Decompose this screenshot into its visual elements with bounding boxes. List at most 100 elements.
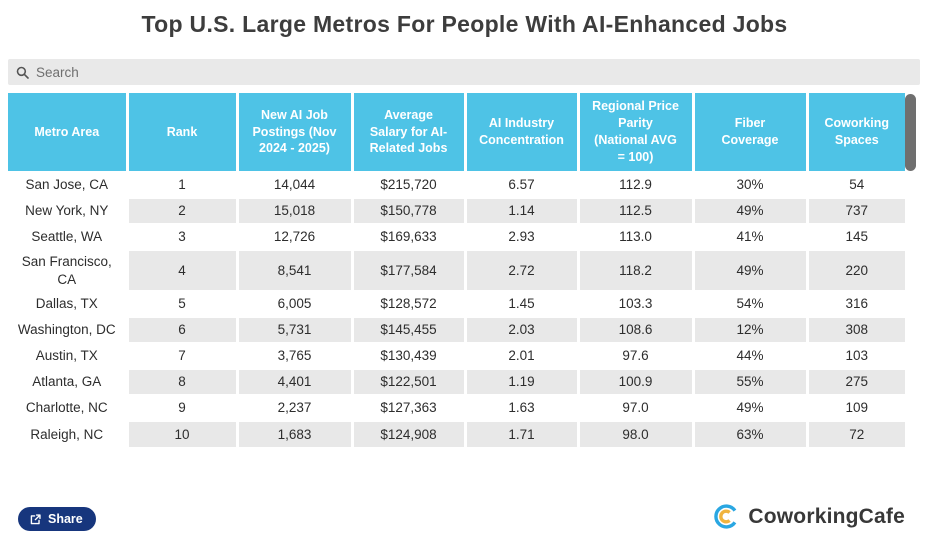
table-cell: 1,683 [235, 420, 352, 448]
table-cell: $122,501 [350, 368, 465, 396]
table-row: San Francisco, CA 4 8,541 $177,584 2.72 118.2… [8, 248, 905, 292]
table-cell: 1.45 [463, 290, 578, 318]
table-cell: 4,401 [235, 368, 352, 396]
table-cell: 2,237 [235, 394, 352, 422]
table-row: Charlotte, NC 9 2,237 $127,363 1.63 97.0 49% 10… [8, 394, 905, 422]
table-cell: 3,765 [235, 342, 352, 370]
table-header: Metro Area Rank New AI Job Postings (Nov 2… [8, 93, 905, 172]
table-cell: 12,726 [235, 223, 352, 250]
brand-logo[interactable]: CoworkingCafe [713, 503, 905, 530]
page: Top U.S. Large Metros For People With AI… [0, 0, 929, 531]
page-title: Top U.S. Large Metros For People With AI… [141, 11, 788, 37]
table-cell: 145 [805, 223, 905, 250]
table-cell: $177,584 [350, 248, 465, 292]
table-body: San Jose, CA 1 14,044 $215,720 6.57 112.9 30% 5… [8, 171, 905, 448]
metro-area-cell: Dallas, TX [8, 290, 127, 318]
table-cell: 54% [691, 290, 807, 318]
metro-area-cell: Atlanta, GA [8, 368, 127, 396]
table-cell: 12% [691, 316, 807, 344]
search-bar [8, 59, 920, 85]
table-cell: 9 [125, 394, 237, 422]
table-cell: 8,541 [235, 248, 352, 292]
table-cell: 7 [125, 342, 237, 370]
table-cell: 8 [125, 368, 237, 396]
table-cell: 2.93 [463, 223, 578, 250]
search-icon [16, 66, 29, 79]
table-row: Washington, DC 6 5,731 $145,455 2.03 108.6 12%… [8, 316, 905, 344]
metro-area-cell: Austin, TX [8, 342, 127, 370]
metro-area-cell: Washington, DC [8, 316, 127, 344]
table-cell: $145,455 [350, 316, 465, 344]
column-header[interactable]: Rank [125, 93, 237, 172]
table-cell: 2.03 [463, 316, 578, 344]
table-cell: 5 [125, 290, 237, 318]
column-header[interactable]: Coworking Spaces [805, 93, 905, 172]
table-cell: 98.0 [576, 420, 693, 448]
table-cell: 6,005 [235, 290, 352, 318]
table-cell: $169,633 [350, 223, 465, 250]
table-cell: 41% [691, 223, 807, 250]
brand-name: CoworkingCafe [748, 504, 905, 528]
metro-area-cell: Raleigh, NC [8, 420, 127, 448]
table-cell: 103 [805, 342, 905, 370]
table-cell: 49% [691, 197, 807, 224]
table-cell: 49% [691, 394, 807, 422]
table-cell: 30% [691, 171, 807, 198]
table-cell: 63% [691, 420, 807, 448]
table-cell: 1.63 [463, 394, 578, 422]
table-cell: 112.5 [576, 197, 693, 224]
column-header[interactable]: Regional Price Parity (National AVG = 10… [576, 93, 693, 172]
table-cell: 10 [125, 420, 237, 448]
table-cell: 4 [125, 248, 237, 292]
table-cell: 2.01 [463, 342, 578, 370]
table-cell: 3 [125, 223, 237, 250]
table-cell: 14,044 [235, 171, 352, 198]
share-button-label: Share [48, 512, 83, 526]
table-row: San Jose, CA 1 14,044 $215,720 6.57 112.9 30% 5… [8, 171, 905, 198]
table-cell: 113.0 [576, 223, 693, 250]
table-row: New York, NY 2 15,018 $150,778 1.14 112.5 49% 7… [8, 197, 905, 224]
table-cell: $130,439 [350, 342, 465, 370]
table-scrollbar-thumb[interactable] [905, 94, 916, 171]
table-row: Seattle, WA 3 12,726 $169,633 2.93 113.0 41% 14… [8, 223, 905, 250]
table-cell: 316 [805, 290, 905, 318]
search-input[interactable] [29, 59, 920, 85]
column-header[interactable]: Metro Area [8, 93, 127, 172]
table-cell: 44% [691, 342, 807, 370]
coworkingcafe-logo-icon [714, 504, 737, 529]
table-cell: 2 [125, 197, 237, 224]
column-header[interactable]: Average Salary for AI-Related Jobs [350, 93, 465, 172]
table-cell: 118.2 [576, 248, 693, 292]
table-cell: 97.6 [576, 342, 693, 370]
column-header[interactable]: New AI Job Postings (Nov 2024 - 2025) [235, 93, 352, 172]
table-cell: $215,720 [350, 171, 465, 198]
share-button[interactable]: Share [18, 507, 96, 531]
table-cell: 15,018 [235, 197, 352, 224]
table-cell: 1.71 [463, 420, 578, 448]
column-header[interactable]: Fiber Coverage [691, 93, 807, 172]
table-cell: 112.9 [576, 171, 693, 198]
table-cell: 1.14 [463, 197, 578, 224]
table-cell: 220 [805, 248, 905, 292]
table-row: Atlanta, GA 8 4,401 $122,501 1.19 100.9 55% 275 [8, 368, 905, 396]
table-cell: 5,731 [235, 316, 352, 344]
table-row: Raleigh, NC 10 1,683 $124,908 1.71 98.0 63% 72 [8, 420, 905, 448]
table-cell: $150,778 [350, 197, 465, 224]
table-cell: 108.6 [576, 316, 693, 344]
table-cell: 109 [805, 394, 905, 422]
metros-table: Metro Area Rank New AI Job Postings (Nov 2… [8, 93, 905, 448]
column-header[interactable]: AI Industry Concentration [463, 93, 578, 172]
table-cell: $124,908 [350, 420, 465, 448]
table-cell: 275 [805, 368, 905, 396]
table-cell: 1.19 [463, 368, 578, 396]
table-cell: $128,572 [350, 290, 465, 318]
table-cell: 2.72 [463, 248, 578, 292]
table-cell: 49% [691, 248, 807, 292]
table-cell: 55% [691, 368, 807, 396]
table-cell: 72 [805, 420, 905, 448]
table-row: Austin, TX 7 3,765 $130,439 2.01 97.6 44% 103 [8, 342, 905, 370]
metro-area-cell: Seattle, WA [8, 223, 127, 250]
table-cell: 97.0 [576, 394, 693, 422]
metro-area-cell: Charlotte, NC [8, 394, 127, 422]
table-cell: 6 [125, 316, 237, 344]
